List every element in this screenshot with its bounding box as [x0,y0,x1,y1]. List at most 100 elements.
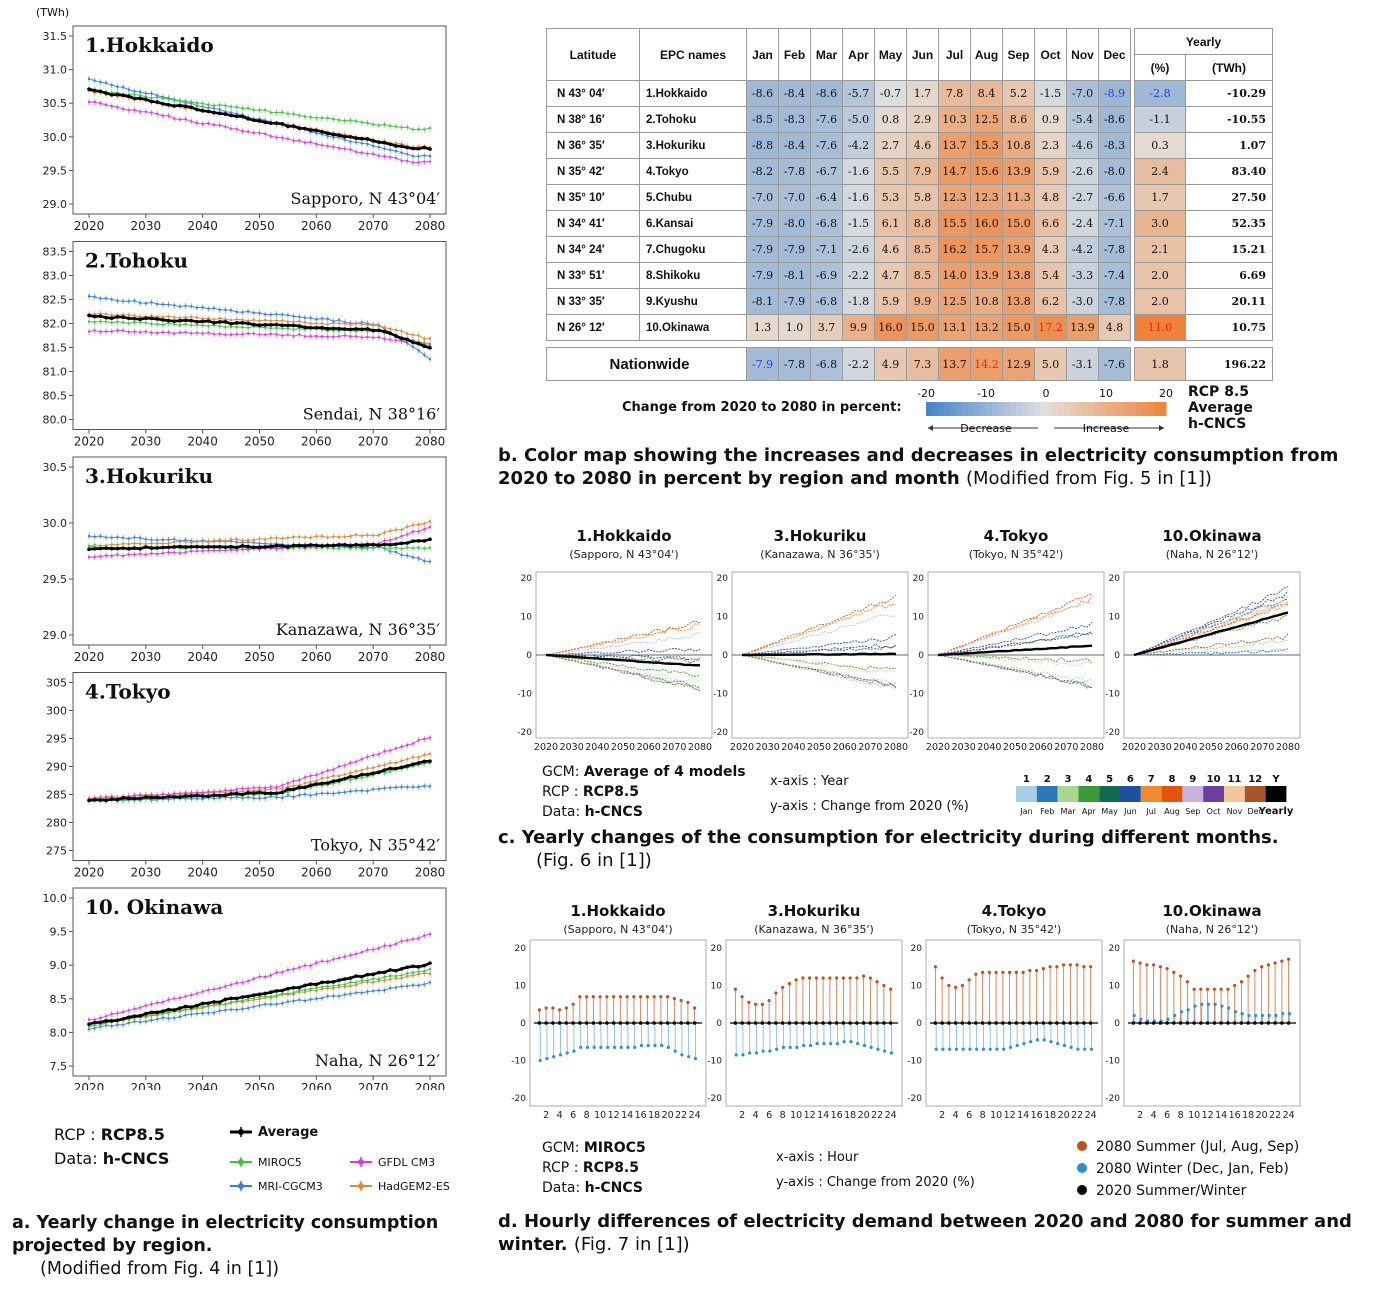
legend-label: GFDL CM3 [378,1156,435,1169]
month-value-cell: 1.0 [778,314,811,341]
scale-swatch [1130,402,1137,416]
data-point [309,316,312,320]
x-tick-label: 2 [543,1110,549,1121]
legend-number: 6 [1127,774,1134,785]
data-point [178,552,182,555]
data-point [150,538,153,542]
region-title: 2.Tohoku [85,249,188,273]
data-point [207,324,210,328]
data-point [166,102,171,107]
month-value-cell: -8.8 [746,132,779,159]
winter-point [592,1045,596,1049]
data-point [195,319,199,324]
data-point [212,539,216,542]
data-point [110,543,113,546]
summer-point [974,972,978,976]
legend-month: Jun [1123,807,1137,816]
month-value-cell: 1.7 [906,80,939,107]
data-point [389,770,392,773]
data-point [314,782,319,786]
summer-point [1028,968,1032,973]
summer-point [760,1002,764,1006]
scale-swatch [1106,402,1113,416]
summer-point [787,982,791,986]
month-value-cell: -1.6 [842,158,875,185]
data-point [309,780,312,784]
x-tick-label: 4 [557,1110,563,1121]
winter-point [988,1047,992,1051]
data-point [190,120,193,123]
y-tick-label: 0 [526,651,532,661]
month-value-cell: 4.6 [874,236,907,263]
data-point [246,548,250,551]
winter-point [835,1042,840,1046]
data-point [371,981,375,984]
data-point [121,93,125,98]
legend-number: 9 [1189,774,1196,785]
scale-swatch [1016,402,1023,416]
legend-item: 2080 Winter (Dec, Jan, Feb) [1077,1161,1289,1177]
summer-point [1089,965,1093,969]
data-point [406,554,409,557]
legend-month: Feb [1040,807,1054,816]
x-tick-label: 2020 [730,742,754,753]
data-point [269,974,273,977]
data-point [417,785,420,789]
summer-point [1199,987,1203,991]
header-row: Latitude EPC names Jan Feb Mar Apr May Jun Jul Au… [546,28,1273,81]
data-point [406,758,409,761]
y-tick-label: 80.0 [43,414,68,427]
data-point [217,544,222,549]
baseline-point [1172,1021,1176,1025]
data-point [183,794,188,798]
month-value-cell: 4.6 [906,132,939,159]
legend-month: Jan [1019,807,1032,816]
data-point [167,303,170,306]
scale-swatch [1154,402,1161,416]
data-point [246,326,250,330]
x-tick-label: 10 [1188,1110,1200,1121]
legend-item: MIROC5 [230,1156,302,1169]
x-tick-label: 14 [817,1110,829,1121]
scale-swatch [1112,402,1119,416]
month-value-cell: -7.0 [746,184,779,211]
data-point [298,998,301,1002]
data-point [246,787,250,790]
data-point [320,781,324,786]
data-point [428,752,432,756]
data-point [389,944,392,948]
yearly-pct-cell: 1.8 [1134,347,1186,381]
data-point [394,125,398,128]
legend-swatch [1244,786,1266,802]
y-tick-label: 280 [46,817,67,830]
x-tick-label: 16 [1031,1110,1043,1121]
y-tick-label: 30.5 [43,461,68,474]
data-point [190,550,193,553]
data-point [104,1019,108,1023]
baseline-point [1286,1021,1291,1025]
legend-number: 11 [1227,774,1241,785]
data-point [423,547,426,550]
baseline-point [1158,1021,1163,1025]
data-point [184,995,187,998]
data-point [133,108,136,112]
summer-point [933,965,937,969]
chart-subtitle: (Sapporo, N 43°04') [569,548,678,561]
data-point [133,90,136,93]
month-value-cell: 13.2 [970,314,1003,341]
data-point [212,545,216,549]
month-value-cell: 12.9 [1002,347,1035,381]
y-axis-note: y-axis : Change from 2020 (%) [776,1175,975,1190]
data-point [116,553,119,556]
data-point [360,136,364,141]
x-tick-label: 2070 [358,219,389,233]
data-point [263,791,267,796]
data-point [269,319,273,323]
data-point [286,785,290,789]
data-point [286,787,290,792]
summer-point [625,995,629,999]
data-point [178,544,182,549]
latitude-cell: N 34° 24′ [546,236,640,263]
